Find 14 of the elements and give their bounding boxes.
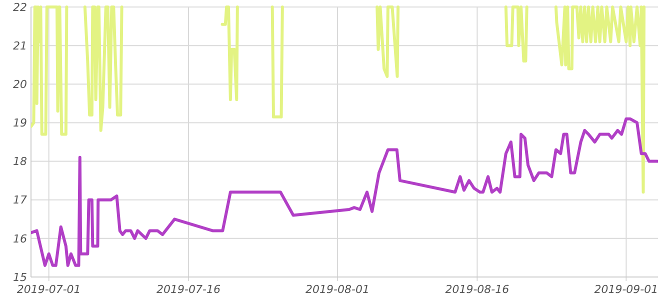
y-tick-label: 18 xyxy=(13,155,27,168)
y-tick-label: 22 xyxy=(13,0,27,14)
x-tick-label: 2019-08-16 xyxy=(445,283,510,296)
y-tick-label: 21 xyxy=(13,39,27,52)
line-series xyxy=(31,117,658,267)
x-tick-label: 2019-08-01 xyxy=(306,283,370,296)
y-tick-label: 20 xyxy=(13,78,27,91)
x-tick-label: 2019-09-01 xyxy=(594,283,658,296)
y-tick-label: 15 xyxy=(13,270,27,284)
y-tick-label: 19 xyxy=(13,116,27,130)
x-tick-label: 2019-07-01 xyxy=(16,283,81,296)
y-tick-label: 17 xyxy=(13,194,27,207)
x-tick-label: 2019-07-16 xyxy=(156,283,220,296)
y-tick-label: 16 xyxy=(13,232,27,246)
